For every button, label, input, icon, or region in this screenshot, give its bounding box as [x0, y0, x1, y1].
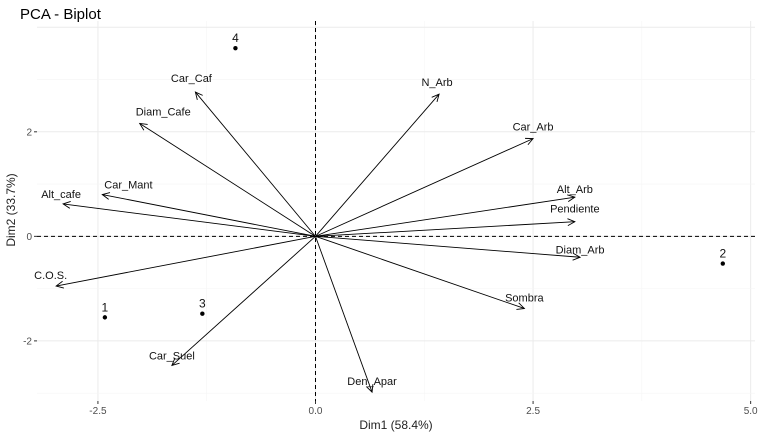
- variable-label: Car_Arb: [513, 122, 554, 134]
- variable-arrows: Car_Caf Diam_Cafe Car_Mant Alt_cafe C.O.S. Ca…: [34, 73, 605, 394]
- arrow-shaft: [315, 235, 525, 309]
- variable-arrow-sombra: Sombra: [315, 235, 545, 310]
- individual-points: 1 2 3 4: [102, 31, 726, 320]
- reference-lines: [37, 21, 755, 401]
- variable-arrow-diam-arb: Diam_Arb: [315, 235, 605, 261]
- arrow-shaft: [56, 235, 316, 287]
- arrow-head: [366, 384, 374, 394]
- arrow-head: [101, 192, 111, 200]
- variable-arrow-alt-cafe: Alt_cafe: [41, 189, 316, 237]
- axis-ticks: -2.5 0.0 2.5 5.0 -2 0 2: [23, 127, 758, 417]
- arrow-shaft: [171, 236, 316, 366]
- arrow-shaft: [315, 221, 575, 237]
- x-tick-label: -2.5: [89, 406, 107, 417]
- variable-label: Sombra: [505, 292, 544, 304]
- y-tick-label: 2: [26, 127, 32, 138]
- chart-title: PCA - Biplot: [20, 6, 102, 23]
- arrow-head: [171, 357, 180, 367]
- x-tick-label: 0.0: [309, 406, 323, 417]
- variable-arrow-car-suel: Car_Suel: [149, 236, 316, 367]
- variable-label: Car_Suel: [149, 350, 195, 362]
- variable-label: Pendiente: [550, 204, 600, 216]
- individual-point: [720, 261, 725, 266]
- variable-arrow-n-arb: N_Arb: [315, 77, 453, 237]
- variable-label: Den_Apar: [347, 376, 397, 388]
- arrow-shaft: [315, 235, 581, 258]
- variable-arrow-c-o-s: C.O.S.: [34, 235, 316, 289]
- variable-label: Alt_Arb: [557, 184, 593, 196]
- individual-label: 2: [719, 247, 726, 261]
- y-axis-label: Dim2 (33.7%): [4, 173, 18, 246]
- y-tick-label: 0: [26, 232, 32, 243]
- arrow-head: [516, 302, 526, 310]
- arrow-head: [572, 252, 582, 261]
- variable-arrow-alt-arb: Alt_Arb: [315, 184, 593, 237]
- arrow-head: [194, 91, 203, 100]
- arrow-shaft: [102, 194, 316, 237]
- variable-arrow-den-apar: Den_Apar: [315, 236, 397, 394]
- variable-arrow-car-caf: Car_Caf: [171, 73, 316, 237]
- arrow-shaft: [315, 236, 373, 393]
- grid: [37, 21, 755, 401]
- individual-point: [102, 315, 108, 320]
- arrow-head: [138, 122, 148, 131]
- individual-3: 3: [199, 297, 206, 316]
- individual-2: 2: [719, 247, 726, 266]
- arrow-shaft: [63, 203, 316, 237]
- variable-label: Alt_cafe: [41, 189, 81, 201]
- variable-label: Diam_Arb: [556, 244, 605, 256]
- arrow-head: [567, 218, 576, 226]
- x-tick-label: 5.0: [744, 406, 758, 417]
- arrow-shaft: [139, 123, 316, 237]
- individual-label: 1: [102, 300, 109, 314]
- x-axis-label: Dim1 (58.4%): [359, 418, 432, 432]
- individual-4: 4: [232, 31, 239, 51]
- variable-label: Car_Caf: [171, 73, 213, 85]
- arrow-head: [525, 137, 535, 146]
- variable-label: Diam_Cafe: [136, 106, 191, 118]
- arrow-head: [567, 194, 576, 203]
- arrow-head: [55, 280, 64, 289]
- arrow-shaft: [315, 196, 575, 237]
- y-tick-label: -2: [23, 336, 32, 347]
- arrow-shaft: [195, 91, 316, 237]
- variable-arrow-pendiente: Pendiente: [315, 204, 600, 237]
- arrow-shaft: [315, 93, 440, 237]
- individual-1: 1: [102, 300, 109, 320]
- individual-point: [200, 311, 205, 316]
- individual-label: 4: [232, 31, 239, 45]
- variable-label: N_Arb: [421, 77, 452, 89]
- individual-point: [233, 45, 238, 51]
- x-tick-label: 2.5: [526, 406, 540, 417]
- variable-label: Car_Mant: [104, 180, 152, 192]
- arrow-head: [431, 93, 440, 103]
- individual-label: 3: [199, 297, 206, 311]
- variable-arrow-car-arb: Car_Arb: [315, 122, 554, 237]
- variable-label: C.O.S.: [34, 270, 67, 282]
- variable-arrow-diam-cafe: Diam_Cafe: [136, 106, 316, 237]
- arrow-head: [62, 200, 71, 209]
- variable-arrow-car-mant: Car_Mant: [101, 180, 316, 237]
- arrow-shaft: [315, 138, 534, 237]
